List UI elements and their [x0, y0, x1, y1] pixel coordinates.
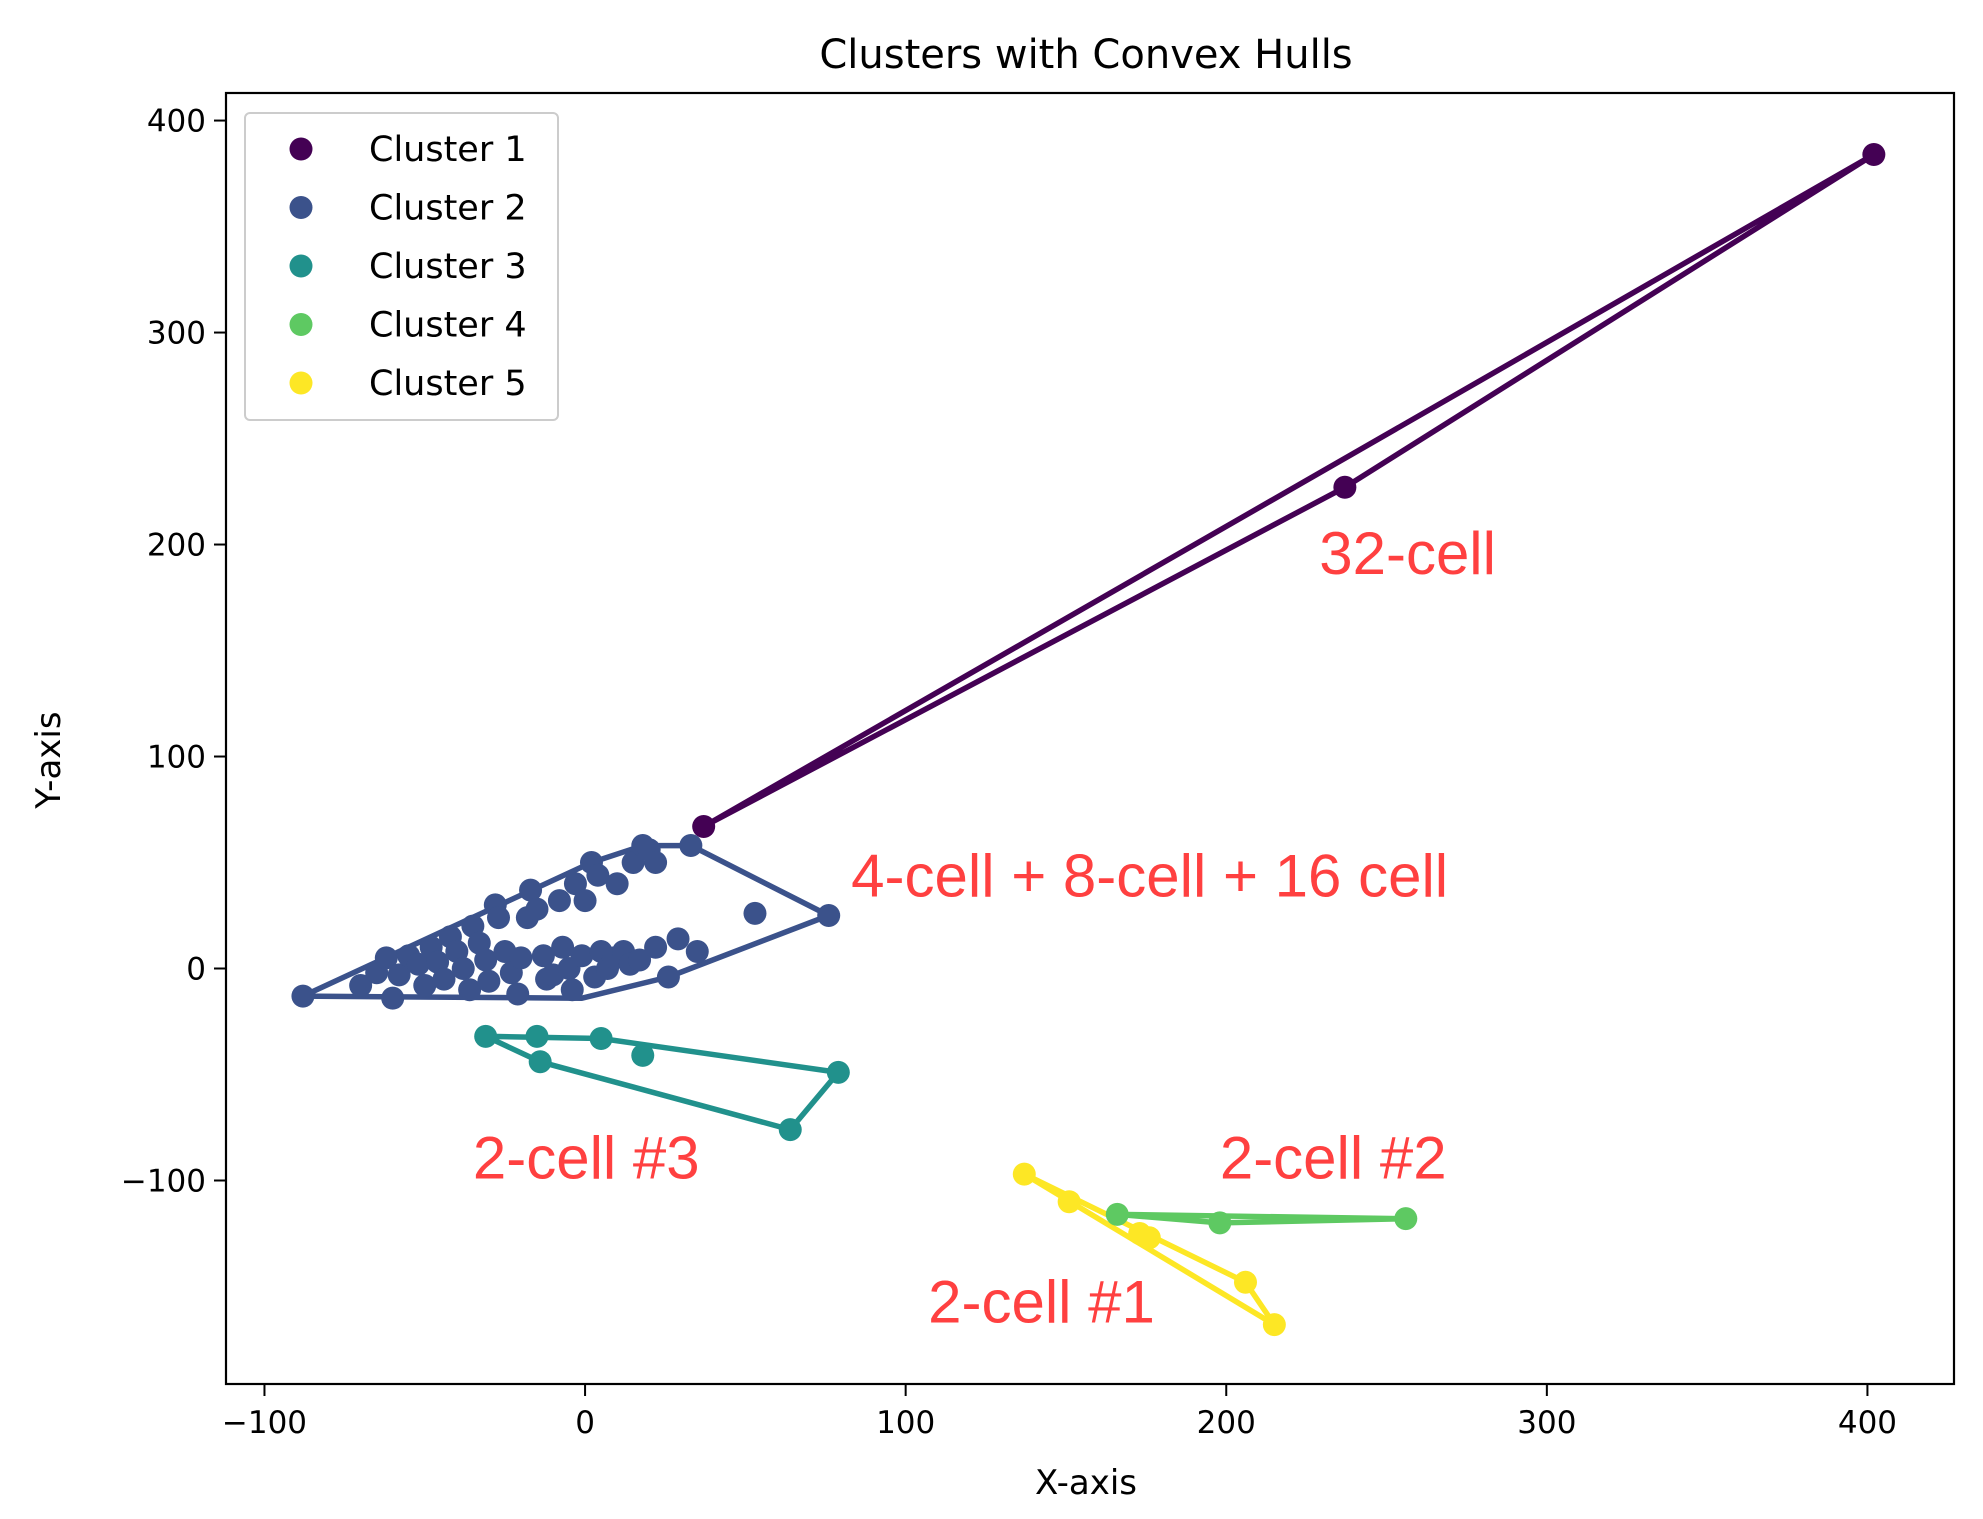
point-cluster-5 [1057, 1190, 1081, 1214]
hull-cluster-4 [1114, 1211, 1409, 1226]
plot-frame [224, 91, 1956, 1386]
annotation-2: 4-cell + 8-cell + 16 cell [851, 842, 1448, 909]
y-tick-label: 400 [147, 104, 206, 140]
point-cluster-3 [474, 1024, 498, 1048]
point-cluster-1 [1862, 142, 1886, 166]
point-cluster-2 [628, 948, 652, 972]
point-cluster-2 [666, 927, 690, 951]
y-axis-label: Y-axis [29, 711, 69, 809]
point-cluster-3 [528, 1050, 552, 1074]
legend-label: Cluster 1 [369, 130, 527, 170]
point-cluster-4 [1208, 1211, 1232, 1235]
point-cluster-1 [692, 814, 716, 838]
annotation-1: 32-cell [1319, 520, 1496, 587]
legend-box [244, 112, 559, 421]
legend-label: Cluster 3 [369, 247, 527, 287]
point-cluster-2 [586, 863, 610, 887]
point-cluster-2 [432, 967, 456, 991]
point-cluster-5 [1262, 1313, 1286, 1337]
point-cluster-2 [551, 935, 575, 959]
point-cluster-2 [547, 889, 571, 913]
x-tick-label: −100 [222, 1405, 307, 1441]
point-cluster-5 [1233, 1270, 1257, 1294]
point-layer [291, 142, 1886, 1337]
y-tick-label: 0 [186, 952, 206, 988]
hull-cluster-1 [700, 151, 1877, 830]
legend-marker [289, 371, 313, 395]
point-cluster-2 [743, 901, 767, 925]
point-cluster-2 [387, 963, 411, 987]
point-cluster-2 [487, 906, 511, 930]
point-cluster-1 [1333, 475, 1357, 499]
point-cluster-2 [474, 948, 498, 972]
point-cluster-2 [451, 957, 475, 981]
y-tick-label: 200 [147, 528, 206, 564]
point-cluster-3 [589, 1026, 613, 1050]
point-cluster-2 [605, 872, 629, 896]
legend-marker [289, 313, 313, 336]
legend-label: Cluster 2 [369, 189, 527, 229]
point-cluster-2 [560, 978, 584, 1002]
annotation-3: 2-cell #3 [473, 1124, 700, 1191]
point-cluster-2 [519, 878, 543, 902]
point-cluster-2 [406, 952, 430, 976]
annotation-4: 2-cell #2 [1220, 1124, 1447, 1191]
axis-ticks: −100 0 100 200 300 400 −100 0 100 200 300 400 [121, 104, 1897, 1441]
x-tick-label: 400 [1838, 1405, 1897, 1441]
x-tick-label: 100 [876, 1405, 935, 1441]
legend: Cluster 1 Cluster 2 Cluster 3 Cluster 4 Clus… [244, 112, 559, 421]
point-cluster-2 [817, 904, 841, 928]
point-cluster-2 [563, 872, 587, 896]
legend-marker [289, 196, 313, 219]
point-cluster-2 [525, 897, 549, 921]
point-cluster-5 [1012, 1162, 1036, 1186]
legend-label: Cluster 4 [369, 306, 527, 346]
point-cluster-2 [291, 984, 315, 1008]
point-cluster-2 [531, 944, 555, 968]
point-cluster-5 [1137, 1226, 1161, 1250]
x-tick-label: 0 [575, 1405, 595, 1441]
point-cluster-2 [477, 969, 501, 993]
point-cluster-2 [679, 834, 703, 858]
x-tick-label: 300 [1517, 1405, 1576, 1441]
legend-marker [289, 137, 313, 161]
point-cluster-2 [381, 986, 405, 1010]
plot-area [224, 91, 1956, 1386]
point-cluster-2 [374, 946, 398, 970]
point-cluster-2 [644, 935, 668, 959]
point-cluster-3 [631, 1043, 655, 1067]
x-tick-label: 200 [1197, 1405, 1256, 1441]
point-cluster-3 [778, 1118, 802, 1142]
point-cluster-2 [506, 982, 530, 1006]
point-cluster-2 [644, 851, 668, 875]
point-cluster-2 [573, 889, 597, 913]
point-cluster-2 [570, 944, 594, 968]
y-tick-label: 100 [147, 740, 206, 776]
point-cluster-2 [349, 973, 373, 997]
chart-title: Clusters with Convex Hulls [819, 32, 1352, 78]
y-tick-label: −100 [121, 1163, 206, 1199]
annotation-5: 2-cell #1 [928, 1269, 1155, 1336]
y-tick-label: 300 [147, 316, 206, 352]
point-cluster-4 [1394, 1207, 1418, 1231]
point-cluster-2 [458, 978, 482, 1002]
point-cluster-4 [1105, 1202, 1129, 1226]
point-cluster-2 [621, 851, 645, 875]
x-axis-label: X-axis [1035, 1463, 1137, 1503]
legend-marker [289, 254, 313, 278]
point-cluster-2 [656, 965, 680, 989]
point-cluster-2 [413, 973, 437, 997]
point-cluster-3 [826, 1060, 850, 1084]
point-cluster-3 [525, 1024, 549, 1048]
legend-label: Cluster 5 [369, 364, 527, 404]
annotation-layer: 32-cell 4-cell + 8-cell + 16 cell 2-cell #… [473, 520, 1496, 1335]
point-cluster-2 [685, 940, 709, 964]
point-cluster-2 [509, 946, 533, 970]
